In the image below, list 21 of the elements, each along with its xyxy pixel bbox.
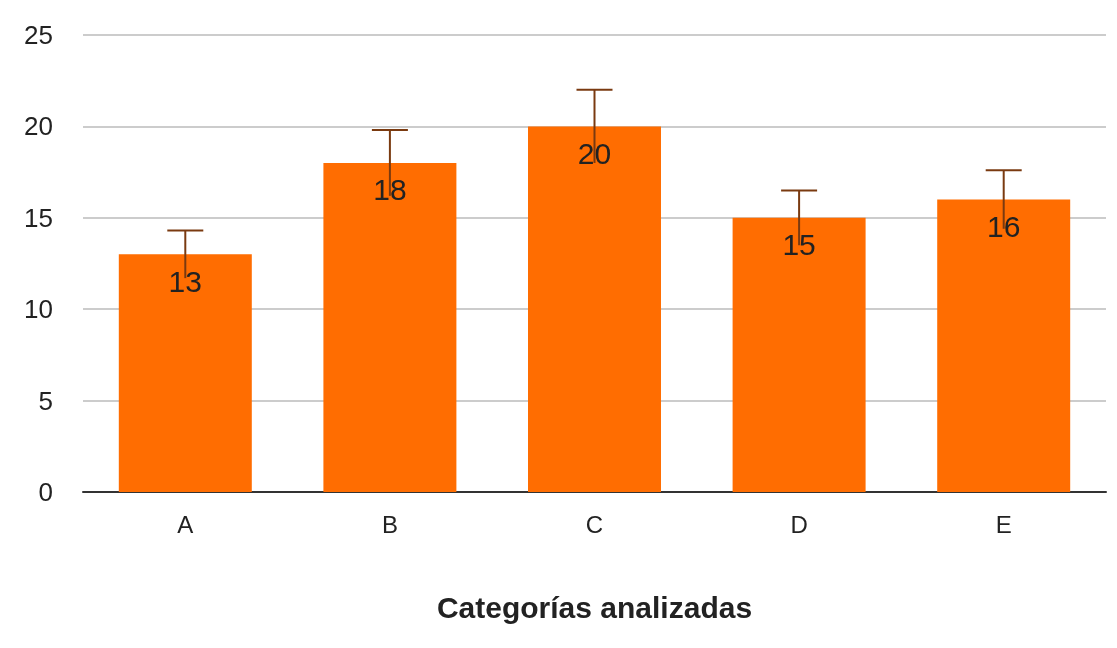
y-tick-label: 25 (24, 20, 53, 50)
data-label: 13 (168, 264, 202, 298)
data-label: 16 (987, 210, 1021, 244)
y-tick-label: 0 (38, 477, 53, 507)
x-axis-title: Categorías analizadas (436, 590, 753, 624)
x-tick-label: B (381, 510, 398, 538)
y-tick-label: 5 (38, 385, 53, 416)
bar (937, 199, 1071, 492)
bar (732, 217, 866, 492)
y-tick-label: 20 (24, 111, 53, 142)
bar (528, 126, 661, 492)
y-tick-label: 10 (24, 294, 53, 325)
data-label: 15 (782, 228, 816, 262)
bar (118, 254, 252, 492)
x-tick-label: A (177, 510, 194, 538)
x-tick-label: E (995, 510, 1012, 538)
data-label: 18 (373, 173, 407, 207)
y-tick-label: 15 (24, 202, 53, 233)
bar (323, 162, 457, 492)
x-tick-label: D (790, 510, 808, 538)
x-tick-label: C (585, 510, 604, 538)
